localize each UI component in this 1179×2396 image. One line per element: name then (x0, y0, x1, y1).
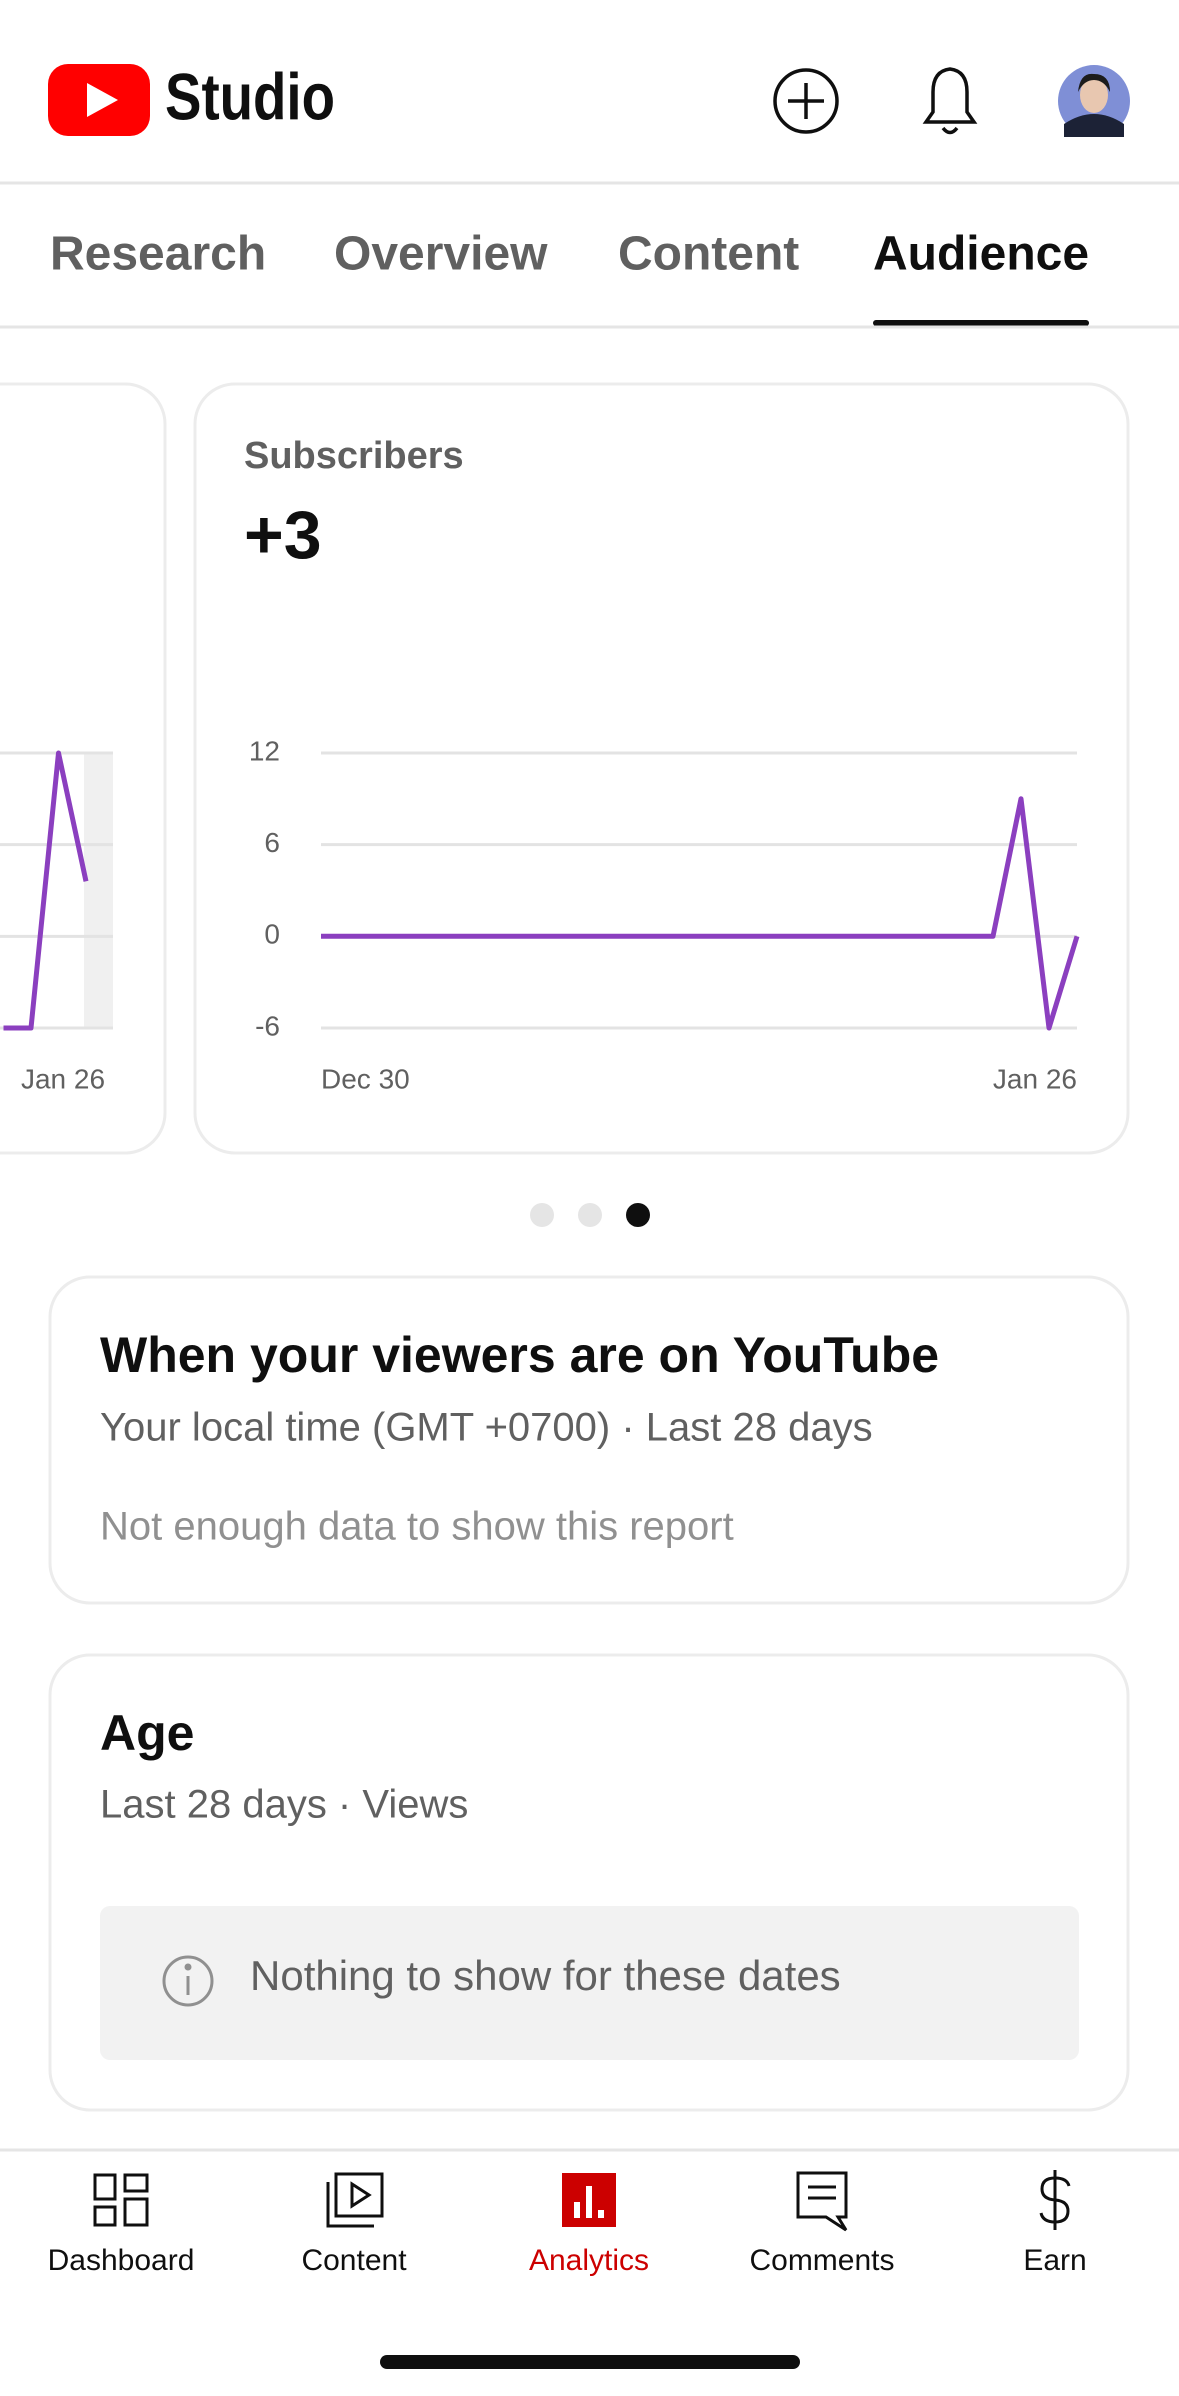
nav-label[interactable]: Earn (1023, 2244, 1086, 2277)
nav-label[interactable]: Analytics (529, 2244, 649, 2277)
avatar[interactable] (1058, 65, 1130, 137)
tab-underline (873, 320, 1090, 326)
tab[interactable]: Overview (334, 228, 548, 281)
y-tick-label: 6 (264, 827, 280, 858)
x-tick-label: Jan 26 (993, 1063, 1077, 1094)
card-total: +3 (244, 497, 322, 573)
previous-chart: Jan 26 (0, 750, 113, 1094)
logo-text: Studio (165, 59, 335, 133)
home-indicator (380, 2355, 800, 2369)
viewers-card (48, 1275, 1130, 1605)
previous-card (0, 382, 167, 1155)
data-line (3, 750, 89, 1031)
age-subtitle: Last 28 days · Views (100, 1783, 468, 1827)
comments-icon (796, 2171, 848, 2232)
nav-label[interactable]: Dashboard (48, 2244, 195, 2277)
info-icon (162, 1955, 214, 2007)
notifications-button[interactable] (922, 67, 978, 135)
tab[interactable]: Research (50, 228, 266, 281)
x-tick-label: Jan 26 (21, 1063, 105, 1094)
y-tick-label: 12 (249, 735, 280, 766)
empty-box (100, 1906, 1079, 2060)
tab[interactable]: Content (618, 228, 799, 281)
logo[interactable]: Studio (48, 59, 335, 136)
pager-dot[interactable] (530, 1203, 554, 1227)
empty-message: Nothing to show for these dates (250, 1952, 841, 1999)
data-line (321, 796, 1080, 1031)
earn-icon (1039, 2170, 1071, 2230)
viewers-subtitle: Your local time (GMT +0700) · Last 28 da… (100, 1406, 873, 1450)
pager-dot[interactable] (578, 1203, 602, 1227)
tab-bar: Research Overview Content Audience (50, 228, 1090, 326)
subscribers-chart: 12 6 0 -6 Dec 30 Jan 26 (249, 735, 1080, 1094)
dashboard-icon (93, 2173, 149, 2227)
nav-labels: Dashboard Content Analytics Comments Earn (48, 2244, 1087, 2277)
content-icon (326, 2172, 384, 2228)
age-title: Age (100, 1705, 194, 1761)
nav-label[interactable]: Comments (749, 2244, 894, 2277)
tab[interactable]: Audience (873, 228, 1089, 281)
subscribers-card (193, 382, 1130, 1155)
hover-band (84, 753, 113, 1028)
y-tick-label: 0 (264, 919, 280, 950)
viewers-note: Not enough data to show this report (100, 1505, 734, 1549)
viewers-title: When your viewers are on YouTube (100, 1327, 939, 1383)
pager (530, 1203, 650, 1227)
x-tick-label: Dec 30 (321, 1063, 410, 1094)
analytics-icon (562, 2173, 616, 2227)
y-tick-label: -6 (255, 1010, 280, 1041)
logo-play (87, 83, 118, 117)
nav-label[interactable]: Content (301, 2244, 407, 2277)
create-button[interactable] (773, 68, 839, 134)
pager-dot[interactable] (626, 1203, 650, 1227)
card-title: Subscribers (244, 435, 464, 477)
